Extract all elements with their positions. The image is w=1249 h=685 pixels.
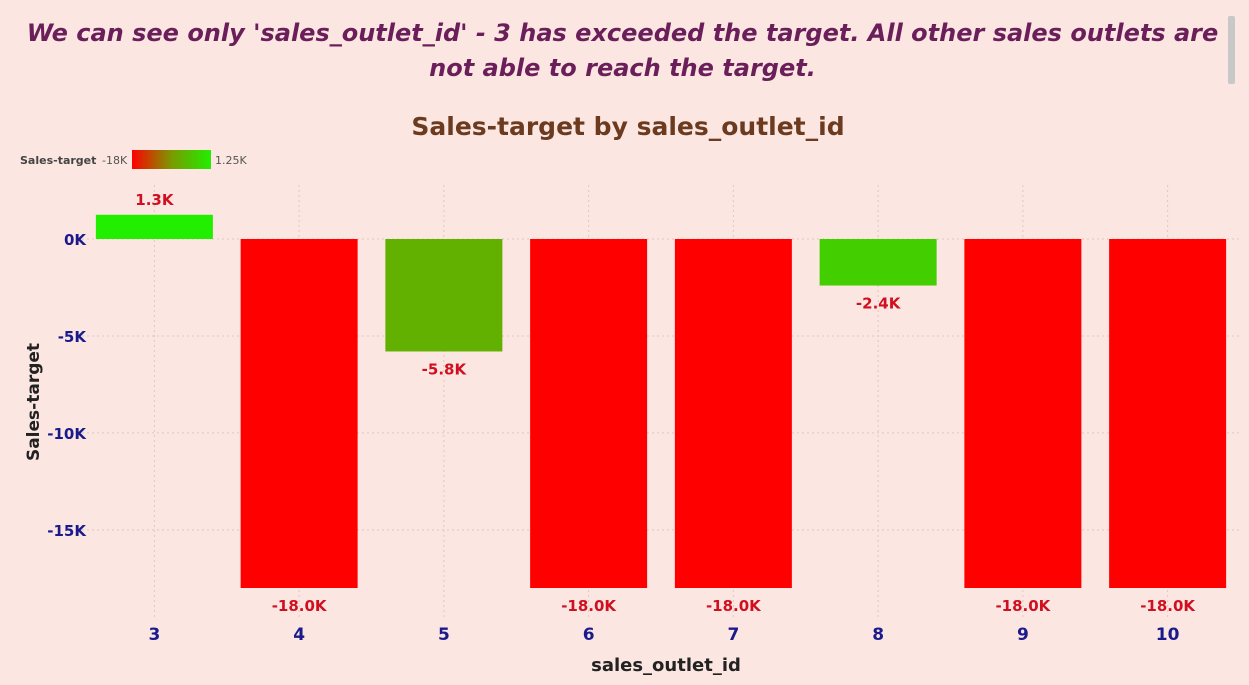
y-tick-label: -5K — [58, 328, 88, 346]
legend-title: Sales-target — [20, 154, 96, 167]
x-tick-label: 7 — [727, 625, 739, 645]
data-label: -18.0K — [561, 597, 617, 615]
bar-outlet-7[interactable] — [674, 239, 792, 588]
bar-outlet-8[interactable] — [819, 239, 937, 286]
x-axis-ticks: 3 4 5 6 7 8 9 10 — [148, 625, 1179, 645]
data-label: -18.0K — [272, 597, 328, 615]
bar-outlet-6[interactable] — [530, 239, 648, 588]
x-axis-label: sales_outlet_id — [591, 655, 741, 676]
x-tick-label: 5 — [438, 625, 450, 645]
x-tick-label: 10 — [1156, 625, 1180, 645]
y-axis-label: Sales-target — [24, 343, 44, 461]
y-tick-label: -15K — [47, 522, 87, 540]
x-tick-label: 3 — [148, 625, 160, 645]
data-label: -18.0K — [706, 597, 762, 615]
data-label: 1.3K — [135, 191, 175, 209]
headline-text: We can see only 'sales_outlet_id' - 3 ha… — [26, 19, 1219, 82]
bars: 1.3K -18.0K -5.8K -18.0K -18.0K -2.4K -18.0K -1… — [95, 191, 1227, 615]
y-tick-label: -10K — [47, 425, 87, 443]
x-tick-label: 4 — [293, 625, 305, 645]
bar-outlet-9[interactable] — [964, 239, 1082, 588]
bar-outlet-3[interactable] — [95, 214, 213, 239]
x-tick-label: 8 — [872, 625, 884, 645]
y-tick-label: 0K — [64, 231, 87, 249]
legend-max-label: 1.25K — [215, 154, 247, 167]
data-label: -2.4K — [856, 295, 902, 313]
bar-outlet-4[interactable] — [240, 239, 358, 588]
legend-min-label: -18K — [102, 154, 128, 167]
chart-title: Sales-target by sales_outlet_id — [411, 112, 844, 141]
x-tick-label: 6 — [583, 625, 595, 645]
y-axis-ticks: 0K -5K -10K -15K — [47, 231, 87, 540]
data-label: -18.0K — [1140, 597, 1196, 615]
x-tick-label: 9 — [1017, 625, 1029, 645]
color-legend: Sales-target -18K 1.25K — [20, 150, 247, 169]
data-label: -18.0K — [995, 597, 1051, 615]
data-label: -5.8K — [422, 360, 468, 378]
scrollbar[interactable] — [1228, 16, 1235, 84]
bar-outlet-5[interactable] — [385, 239, 503, 352]
bar-outlet-10[interactable] — [1109, 239, 1227, 588]
legend-gradient-bar — [132, 150, 211, 169]
